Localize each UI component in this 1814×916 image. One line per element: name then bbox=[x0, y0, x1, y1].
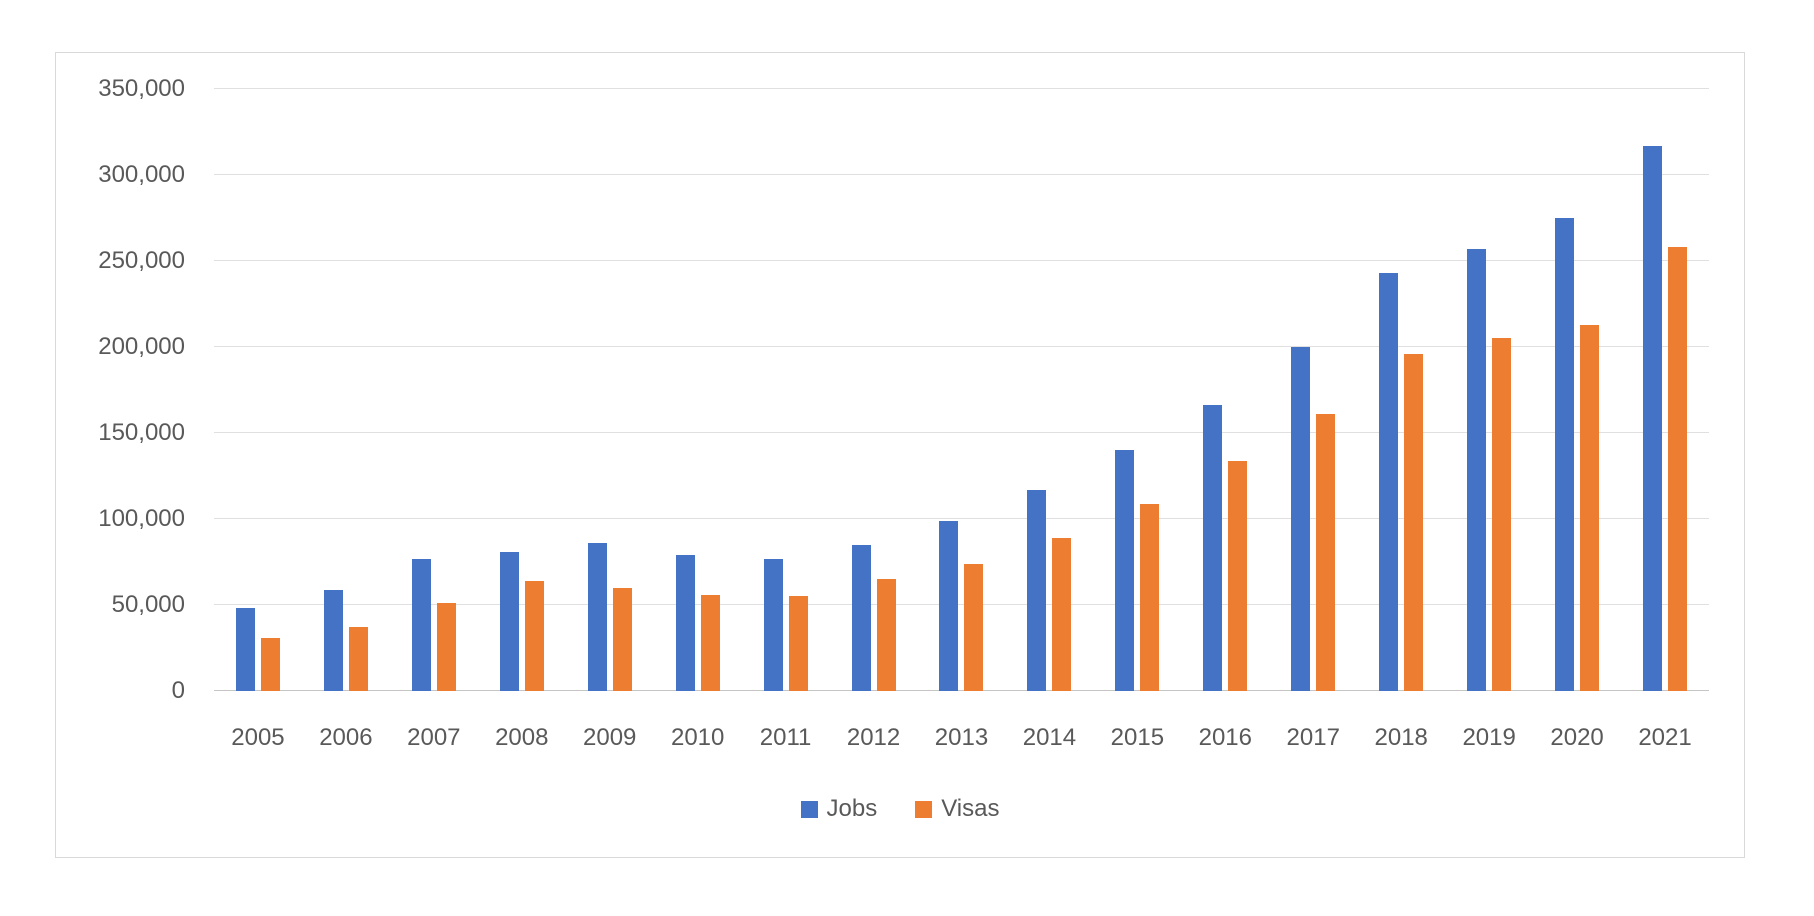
chart-frame: Jobs Visas 0 50,000 100,000 150,000 200,000 2… bbox=[55, 52, 1745, 858]
x-axis-tick-label: 2007 bbox=[407, 724, 461, 751]
bar-group-2011 bbox=[742, 89, 830, 691]
bar-group-2013 bbox=[918, 89, 1006, 691]
visas-bar-2009 bbox=[612, 587, 632, 691]
x-axis-tick-label: 2017 bbox=[1286, 724, 1340, 751]
bar-group-2009 bbox=[566, 89, 654, 691]
bar-group-2005 bbox=[214, 89, 302, 691]
jobs-bar-2010 bbox=[675, 555, 695, 691]
x-axis-tick-label: 2021 bbox=[1638, 724, 1692, 751]
gridline bbox=[214, 346, 1709, 347]
x-axis-tick-label: 2011 bbox=[759, 724, 812, 751]
jobs-bar-2014 bbox=[1027, 489, 1047, 691]
visas-bar-2007 bbox=[436, 603, 456, 691]
x-axis-tick-label: 2006 bbox=[319, 724, 373, 751]
x-axis-tick-label: 2020 bbox=[1550, 724, 1604, 751]
x-axis-tick-label: 2018 bbox=[1374, 724, 1428, 751]
bar-group-2006 bbox=[302, 89, 390, 691]
y-axis-tick-label: 200,000 bbox=[98, 333, 185, 360]
y-axis-tick-label: 300,000 bbox=[98, 161, 185, 188]
jobs-bar-2021 bbox=[1643, 145, 1663, 691]
visas-bar-2006 bbox=[348, 627, 368, 691]
y-axis-tick-label: 250,000 bbox=[98, 247, 185, 274]
bar-group-2019 bbox=[1445, 89, 1533, 691]
jobs-bar-2015 bbox=[1115, 450, 1135, 691]
jobs-bar-2009 bbox=[587, 543, 607, 691]
bar-group-2021 bbox=[1621, 89, 1709, 691]
bar-group-2015 bbox=[1093, 89, 1181, 691]
jobs-bar-2005 bbox=[235, 608, 255, 691]
jobs-bar-2019 bbox=[1467, 248, 1487, 691]
visas-bar-2011 bbox=[788, 596, 808, 691]
visas-legend-label: Visas bbox=[941, 795, 1000, 822]
jobs-bar-2006 bbox=[323, 589, 343, 691]
x-axis-tick-label: 2019 bbox=[1462, 724, 1516, 751]
jobs-bar-2013 bbox=[939, 520, 959, 691]
visas-bar-2019 bbox=[1492, 338, 1512, 691]
legend: Jobs Visas bbox=[56, 796, 1744, 822]
gridline bbox=[214, 518, 1709, 519]
legend-entry-visas: Visas bbox=[915, 796, 999, 822]
y-axis-tick-label: 150,000 bbox=[98, 419, 185, 446]
bar-group-2012 bbox=[830, 89, 918, 691]
visas-bar-2012 bbox=[876, 579, 896, 691]
bar-group-2018 bbox=[1357, 89, 1445, 691]
x-axis-tick-label: 2015 bbox=[1110, 724, 1165, 751]
visas-bar-2016 bbox=[1228, 460, 1248, 691]
y-axis-tick-label: 100,000 bbox=[98, 505, 185, 532]
gridline bbox=[214, 174, 1709, 175]
visas-bar-2015 bbox=[1140, 503, 1160, 691]
x-axis-tick-label: 2008 bbox=[495, 724, 549, 751]
visas-bar-2010 bbox=[700, 594, 720, 691]
y-axis-tick-label: 50,000 bbox=[111, 591, 185, 618]
visas-bar-2013 bbox=[964, 563, 984, 691]
jobs-bar-2007 bbox=[411, 558, 431, 691]
gridline bbox=[214, 604, 1709, 605]
jobs-legend-label: Jobs bbox=[826, 795, 878, 822]
x-axis-tick-label: 2012 bbox=[846, 724, 901, 751]
x-axis-line bbox=[214, 690, 1709, 691]
visas-bar-2017 bbox=[1316, 414, 1336, 691]
gridline bbox=[214, 260, 1709, 261]
bar-group-2017 bbox=[1269, 89, 1357, 691]
bar-group-2020 bbox=[1533, 89, 1621, 691]
legend-entry-jobs: Jobs bbox=[800, 795, 878, 822]
jobs-legend-swatch-icon bbox=[800, 800, 818, 818]
gridline bbox=[214, 88, 1709, 89]
x-axis-tick-label: 2009 bbox=[583, 724, 637, 751]
x-axis-tick-label: 2016 bbox=[1198, 724, 1252, 751]
visas-bar-2014 bbox=[1052, 537, 1072, 691]
x-axis-tick-label: 2010 bbox=[670, 724, 725, 751]
bar-group-2010 bbox=[654, 89, 742, 691]
jobs-bar-2018 bbox=[1379, 273, 1399, 691]
bar-group-2016 bbox=[1181, 89, 1269, 691]
x-axis-tick-label: 2005 bbox=[231, 724, 285, 751]
visas-bar-2020 bbox=[1580, 324, 1600, 691]
visas-legend-swatch-icon bbox=[915, 800, 933, 818]
visas-bar-2008 bbox=[524, 580, 544, 691]
visas-bar-2005 bbox=[260, 637, 280, 691]
jobs-bar-2020 bbox=[1555, 218, 1575, 691]
x-axis-tick-label: 2014 bbox=[1022, 724, 1077, 751]
gridline bbox=[214, 432, 1709, 433]
jobs-bar-2008 bbox=[499, 551, 519, 691]
bar-group-2007 bbox=[390, 89, 478, 691]
bar-group-2014 bbox=[1005, 89, 1093, 691]
visas-bar-2018 bbox=[1404, 353, 1424, 691]
jobs-bar-2016 bbox=[1203, 405, 1223, 691]
jobs-bar-2017 bbox=[1291, 347, 1311, 691]
jobs-bar-2012 bbox=[851, 544, 871, 691]
y-axis-tick-label: 350,000 bbox=[98, 75, 185, 102]
visas-bar-2021 bbox=[1668, 247, 1688, 691]
y-axis-tick-label: 0 bbox=[171, 677, 185, 704]
x-axis-tick-label: 2013 bbox=[934, 724, 989, 751]
jobs-bar-2011 bbox=[763, 558, 783, 691]
bar-group-2008 bbox=[478, 89, 566, 691]
